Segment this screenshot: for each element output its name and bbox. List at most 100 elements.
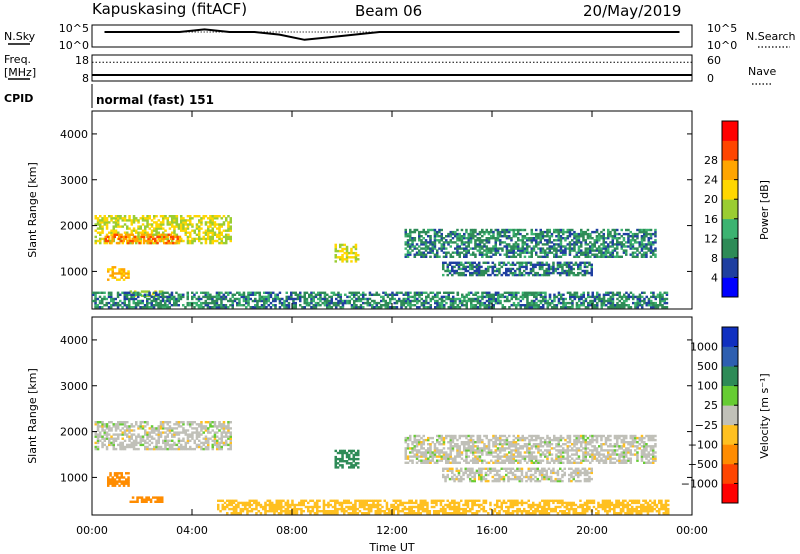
echo-cell [155, 304, 158, 307]
echo-cell [575, 253, 578, 256]
echo-cell [250, 503, 254, 507]
echo-cell [119, 443, 122, 447]
echo-cell [467, 251, 470, 254]
echo-cell [514, 273, 517, 277]
echo-cell [461, 304, 464, 307]
echo-cell [128, 425, 131, 428]
echo-cell [463, 237, 466, 240]
echo-cell [202, 215, 205, 218]
echo-cell [101, 299, 104, 303]
echo-cell [424, 507, 427, 511]
echo-cell [222, 215, 226, 218]
echo-cell [511, 503, 515, 507]
echo-cell [220, 237, 223, 241]
echo-cell [557, 297, 561, 301]
echo-cell [561, 265, 564, 269]
echo-cell [166, 421, 169, 424]
echo-cell [632, 301, 635, 305]
echo-cell [413, 253, 417, 256]
echo-cell [478, 237, 482, 240]
echo-cell [446, 512, 449, 515]
echo-cell [570, 501, 573, 505]
echo-cell [211, 237, 214, 241]
echo-cell [130, 295, 133, 299]
echo-cell [590, 273, 593, 277]
echo-cell [602, 297, 606, 301]
noise-tick-high-left: 10^5 [59, 22, 89, 35]
echo-cell [162, 221, 165, 224]
echo-cell [400, 299, 403, 303]
echo-cell [539, 295, 543, 299]
echo-cell [145, 500, 148, 503]
colorbar-tick-label: 12 [704, 232, 718, 245]
echo-cell [469, 267, 472, 271]
echo-cell [310, 293, 313, 296]
echo-cell [528, 255, 531, 258]
echo-cell [547, 269, 551, 273]
echo-cell [460, 237, 464, 240]
echo-cell [550, 251, 554, 254]
echo-cell [340, 507, 344, 511]
echo-cell [245, 295, 248, 299]
echo-cell [334, 247, 337, 251]
echo-cell [146, 297, 149, 301]
echo-cell [225, 427, 228, 430]
echo-cell [218, 235, 221, 239]
echo-cell [354, 453, 358, 457]
echo-cell [523, 249, 527, 252]
echo-cell [186, 437, 190, 440]
echo-cell [597, 512, 600, 515]
echo-cell [249, 293, 252, 296]
echo-cell [105, 241, 109, 245]
echo-cell [140, 500, 144, 503]
echo-cell [516, 501, 519, 505]
echo-cell [550, 271, 553, 275]
echo-cell [376, 512, 380, 515]
echo-cell [157, 306, 160, 309]
echo-cell [215, 299, 219, 303]
echo-cell [334, 245, 337, 249]
echo-cell [186, 293, 189, 296]
echo-cell [247, 291, 250, 294]
echo-cell [186, 235, 190, 239]
echo-cell [408, 499, 411, 502]
echo-cell [443, 304, 446, 307]
echo-cell [128, 445, 131, 449]
echo-cell [561, 499, 564, 502]
echo-cell [552, 501, 555, 505]
echo-cell [471, 503, 474, 507]
echo-cell [448, 501, 452, 505]
echo-cell [147, 241, 150, 245]
echo-cell [418, 245, 421, 248]
echo-cell [474, 245, 477, 248]
echo-cell [526, 249, 529, 252]
echo-cell [515, 297, 518, 301]
echo-cell [144, 431, 147, 434]
echo-cell [517, 232, 520, 236]
echo-cell [130, 437, 133, 440]
echo-cell [415, 441, 419, 444]
echo-cell [162, 239, 165, 243]
echo-cell [610, 503, 614, 507]
echo-cell [133, 235, 137, 239]
echo-cell [406, 457, 410, 460]
echo-cell [284, 510, 287, 513]
echo-cell [646, 505, 650, 509]
echo-cell [573, 241, 576, 244]
echo-cell [543, 510, 546, 513]
echo-cell [425, 291, 428, 294]
echo-cell [478, 271, 481, 275]
echo-cell [491, 267, 495, 271]
echo-cell [118, 237, 121, 241]
echo-cell [225, 435, 228, 438]
echo-cell [537, 235, 540, 238]
echo-cell [476, 299, 480, 303]
echo-cell [588, 499, 591, 502]
echo-cell [550, 232, 554, 236]
echo-cell [596, 291, 599, 294]
echo-cell [577, 273, 580, 277]
echo-cell [363, 499, 366, 502]
echo-cell [143, 295, 147, 299]
echo-cell [410, 499, 413, 502]
echo-cell [168, 427, 172, 430]
